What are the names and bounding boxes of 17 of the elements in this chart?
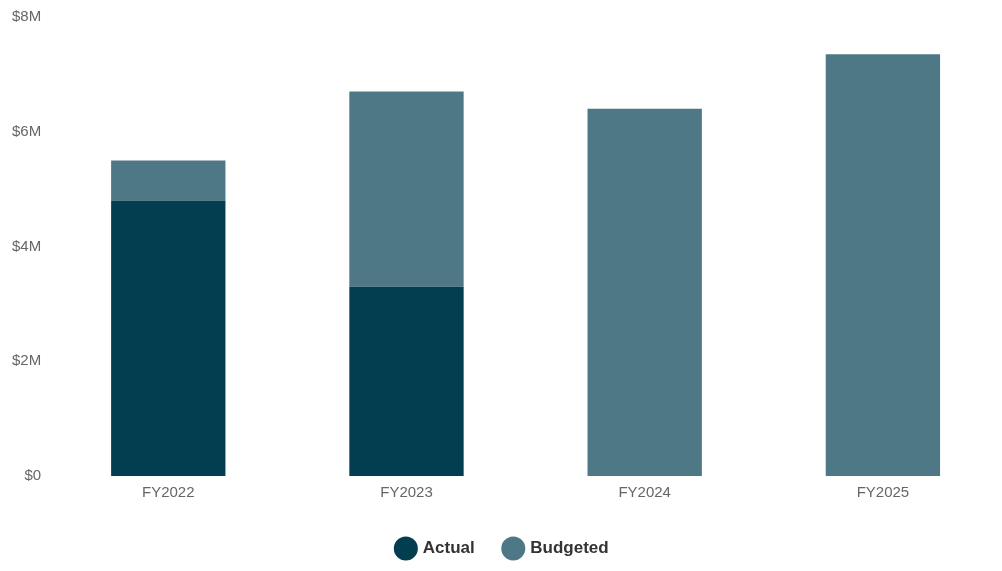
legend-label: Actual [422,538,475,558]
y-tick-label: $0 [24,466,42,484]
y-tick-label: $8M [11,7,42,25]
x-tick-label: FY2025 [856,483,910,501]
x-tick-label: FY2023 [380,483,433,501]
bar [349,286,464,476]
y-tick-label: $4M [11,236,42,254]
x-tick-label: FY2024 [618,483,671,501]
bar [111,200,226,476]
bar [825,54,941,476]
bar [111,160,226,201]
x-tick-label: FY2022 [142,483,195,501]
legend-label: Budgeted [530,538,609,558]
y-tick-label: $2M [11,351,42,369]
bar [349,91,464,287]
bar [587,108,702,476]
y-tick-label: $6M [11,121,42,139]
